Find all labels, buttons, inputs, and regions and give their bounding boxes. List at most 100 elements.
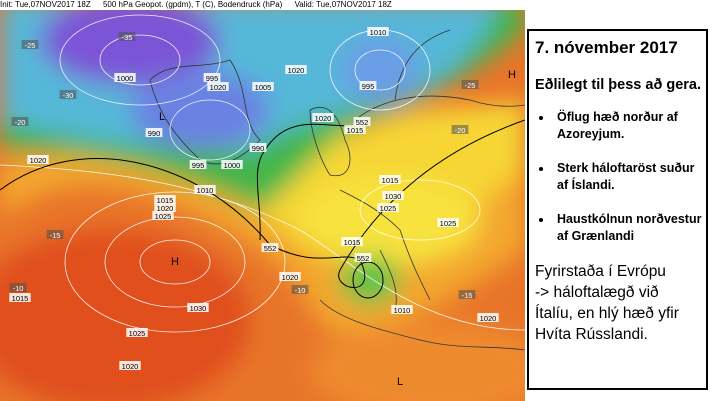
pressure-label: 995 bbox=[206, 74, 219, 83]
pressure-label-box bbox=[126, 328, 148, 337]
pressure-label-box bbox=[207, 82, 229, 91]
temperature-label: -10 bbox=[295, 286, 306, 295]
temperature-label-box bbox=[21, 40, 39, 49]
bullet-item: Öflug hæð norður af Azoreyjum. bbox=[553, 109, 706, 143]
pressure-label: 1010 bbox=[197, 186, 214, 195]
pressure-label: 1010 bbox=[370, 28, 387, 37]
pressure-label-box bbox=[377, 203, 399, 212]
pressure-label: 1015 bbox=[347, 126, 364, 135]
note-line: Ítalíu, en hlý hæð yfir bbox=[535, 305, 679, 322]
pressure-label: 1015 bbox=[157, 196, 174, 205]
pressure-center: L bbox=[159, 111, 165, 123]
pressure-label: 990 bbox=[252, 144, 265, 153]
text-panel: 7. nóvember 2017 Eðlilegt til þess að ge… bbox=[527, 29, 708, 390]
temperature-label: -25 bbox=[465, 81, 476, 90]
temperature-label-box bbox=[59, 90, 77, 99]
pressure-label: 1015 bbox=[344, 238, 361, 247]
temperature-field bbox=[0, 0, 525, 401]
pressure-label-box bbox=[379, 175, 401, 184]
temperature-label: -30 bbox=[63, 91, 74, 100]
pressure-label-box bbox=[189, 160, 207, 169]
pressure-label-box bbox=[359, 81, 377, 90]
pressure-label-box bbox=[221, 160, 243, 169]
pressure-label: 1020 bbox=[210, 83, 227, 92]
pressure-label: 1000 bbox=[224, 161, 241, 170]
pressure-label-box bbox=[252, 82, 274, 91]
temperature-label: -35 bbox=[122, 33, 133, 42]
pressure-label: 1015 bbox=[12, 294, 29, 303]
pressure-label-box bbox=[203, 73, 221, 82]
temperature-label: -15 bbox=[50, 231, 61, 240]
pressure-label: 1020 bbox=[315, 114, 332, 123]
pressure-label: 1020 bbox=[157, 204, 174, 213]
temperature-label-box bbox=[291, 285, 309, 294]
panel-subtitle: Eðlilegt til þess að gera. bbox=[535, 77, 701, 93]
pressure-label-box bbox=[152, 211, 174, 220]
panel-note: Fyrirstaða í Evrópu -> háloftalægð við Íta… bbox=[535, 261, 706, 345]
pressure-label-box bbox=[154, 195, 176, 204]
pressure-label-box bbox=[194, 185, 216, 194]
temperature-label: -10 bbox=[13, 284, 24, 293]
pressure-center: L bbox=[397, 376, 403, 388]
geopotential-label-box bbox=[353, 117, 371, 126]
pressure-label-box bbox=[9, 293, 31, 302]
coastlines bbox=[149, 29, 525, 351]
pressure-label: 1005 bbox=[255, 83, 272, 92]
geopotential-label-box bbox=[261, 243, 279, 252]
temperature-label: -20 bbox=[15, 118, 26, 127]
pressure-label-box bbox=[119, 361, 141, 370]
pressure-label: 990 bbox=[148, 129, 161, 138]
note-line: -> háloftalægð við bbox=[535, 284, 659, 301]
pressure-label: 1020 bbox=[30, 156, 47, 165]
geopotential-label: 552 bbox=[264, 244, 277, 253]
pressure-label: 1030 bbox=[385, 192, 402, 201]
temperature-label-box bbox=[461, 80, 479, 89]
pressure-label-box bbox=[114, 73, 136, 82]
pressure-label: 1020 bbox=[288, 66, 305, 75]
pressure-label: 1015 bbox=[382, 176, 399, 185]
pressure-label: 1020 bbox=[282, 273, 299, 282]
bullet-item: Haustkólnun norðvestur af Grænlandi bbox=[553, 211, 706, 245]
map-header: Init: Tue,07NOV2017 18Z 500 hPa Geopot. … bbox=[0, 0, 525, 10]
temperature-label-box bbox=[46, 230, 64, 239]
pressure-label-box bbox=[249, 143, 267, 152]
geopotential-label-box bbox=[354, 253, 372, 262]
pressure-label: 995 bbox=[362, 82, 375, 91]
bullet-item: Sterk háloftaröst suður af Íslandi. bbox=[553, 160, 706, 194]
pressure-label: 1025 bbox=[440, 219, 457, 228]
pressure-label: 1025 bbox=[129, 329, 146, 338]
bullet-list: Öflug hæð norður af Azoreyjum. Sterk hálo… bbox=[535, 109, 706, 245]
temperature-label-box bbox=[451, 125, 469, 134]
valid-time: Valid: Tue,07NOV2017 18Z bbox=[294, 0, 392, 9]
geopotential-label: 552 bbox=[357, 254, 370, 263]
pressure-label-box bbox=[312, 113, 334, 122]
pressure-label-box bbox=[154, 203, 176, 212]
note-line: Hvíta Rússlandi. bbox=[535, 326, 648, 343]
temperature-label-box bbox=[458, 290, 476, 299]
pressure-label: 995 bbox=[192, 161, 205, 170]
panel-title: 7. nóvember 2017 bbox=[535, 38, 678, 57]
pressure-label-box bbox=[341, 237, 363, 246]
pressure-center: H bbox=[508, 69, 516, 81]
pressure-label: 1030 bbox=[190, 304, 207, 313]
pressure-label: 1025 bbox=[380, 204, 397, 213]
pressure-label: 1025 bbox=[155, 212, 172, 221]
pressure-label-box bbox=[145, 128, 163, 137]
pressure-label-box bbox=[437, 218, 459, 227]
pressure-label-box bbox=[285, 65, 307, 74]
note-line: Fyrirstaða í Evrópu bbox=[535, 263, 666, 280]
init-time: Init: Tue,07NOV2017 18Z bbox=[0, 0, 91, 9]
pressure-label: 1020 bbox=[480, 314, 497, 323]
pressure-label-box bbox=[187, 303, 209, 312]
temperature-label-box bbox=[11, 117, 29, 126]
pressure-label: 1020 bbox=[122, 362, 139, 371]
geopotential-label: 552 bbox=[356, 118, 369, 127]
pressure-label-box bbox=[27, 155, 49, 164]
pressure-label: 1000 bbox=[117, 74, 134, 83]
temperature-label-box bbox=[9, 283, 27, 292]
pressure-label-box bbox=[344, 125, 366, 134]
pressure-label-box bbox=[279, 272, 301, 281]
pressure-label-box bbox=[367, 27, 389, 36]
